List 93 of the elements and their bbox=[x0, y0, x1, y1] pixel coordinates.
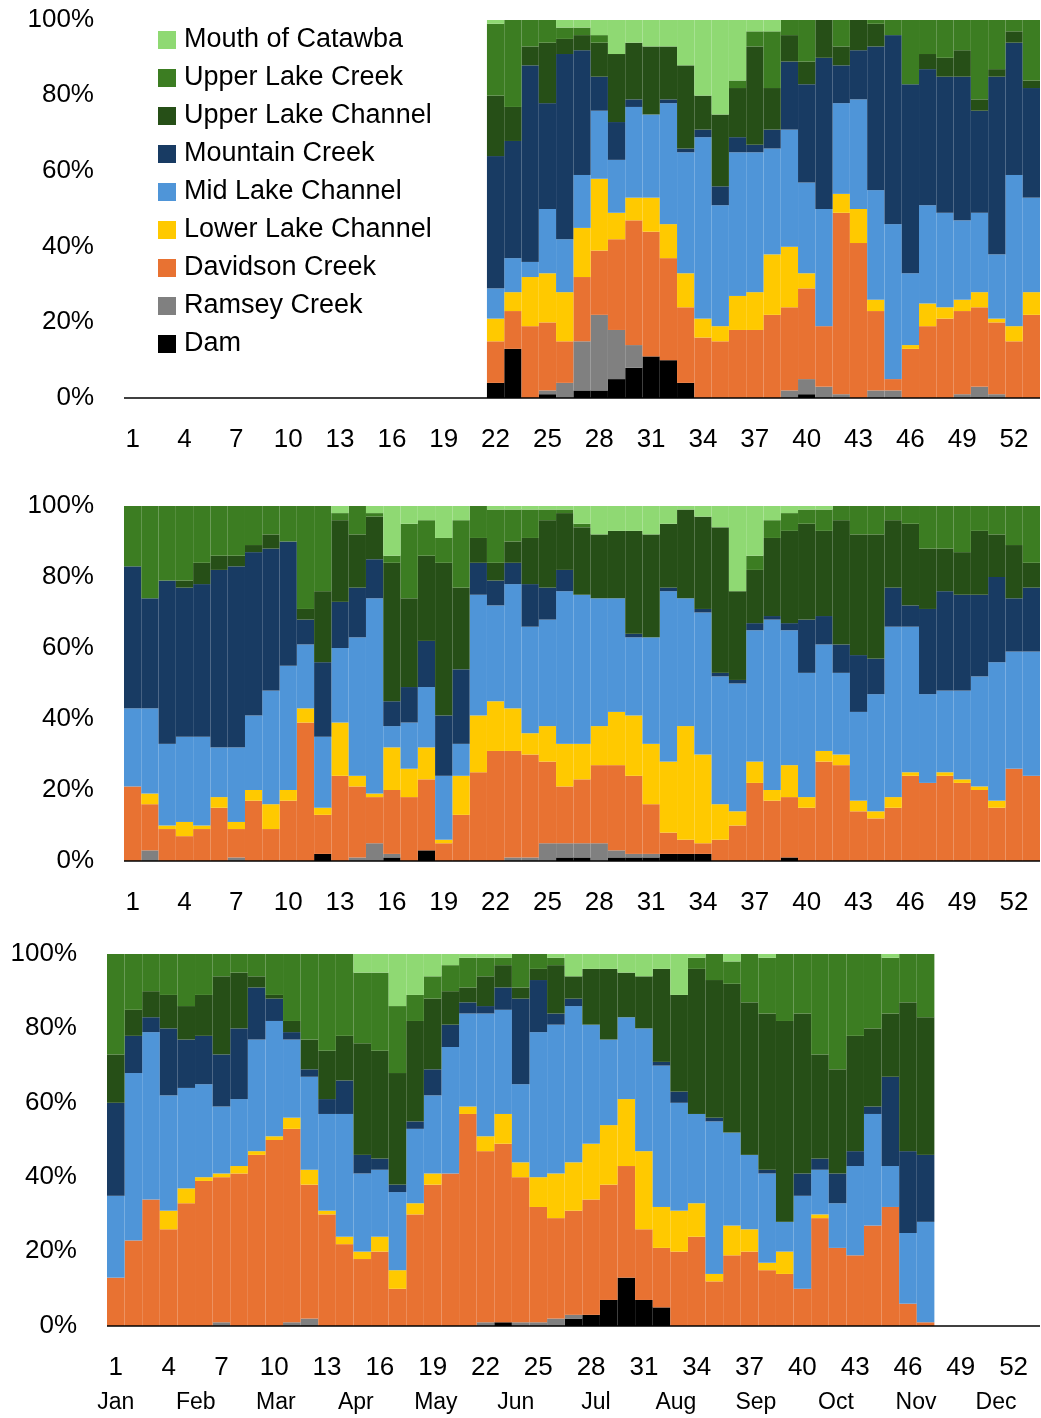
legend-label: Upper Lake Creek bbox=[184, 61, 404, 92]
x-tick-label: 43 bbox=[844, 885, 873, 916]
x-tick-label: 34 bbox=[682, 1350, 712, 1381]
x-tick-label: 37 bbox=[740, 422, 770, 453]
x-tick-label: 25 bbox=[532, 885, 562, 916]
y-tick-label: 0% bbox=[56, 843, 94, 874]
x-tick-label: 10 bbox=[273, 885, 303, 916]
x-tick-label: 43 bbox=[840, 1350, 870, 1381]
x-tick-label: 49 bbox=[947, 422, 977, 453]
text: Jun bbox=[497, 1388, 535, 1415]
x-tick-label: 22 bbox=[481, 885, 511, 916]
x-tick-label: 28 bbox=[584, 422, 614, 453]
x-tick-label: 22 bbox=[481, 422, 511, 453]
x-tick-label: 43 bbox=[844, 422, 873, 453]
y-tick-label: 100% bbox=[27, 2, 94, 33]
x-tick-label: 19 bbox=[418, 1350, 448, 1381]
x-tick-label: 37 bbox=[735, 1350, 764, 1381]
x-tick-label: 16 bbox=[365, 1350, 395, 1381]
x-tick-label: 40 bbox=[792, 422, 822, 453]
y-tick-label: 0% bbox=[56, 380, 94, 411]
text: Oct bbox=[818, 1388, 855, 1415]
y-tick-label: 40% bbox=[41, 701, 94, 732]
x-tick-label: 16 bbox=[377, 422, 407, 453]
y-tick-label: 100% bbox=[10, 936, 77, 967]
x-tick-label: 46 bbox=[895, 885, 925, 916]
legend-label: Lower Lake Channel bbox=[184, 213, 432, 244]
text: Sep bbox=[735, 1388, 777, 1415]
x-tick-label: 40 bbox=[787, 1350, 817, 1381]
x-tick-label: 1 bbox=[125, 422, 140, 453]
x-tick-label: 13 bbox=[325, 885, 355, 916]
x-tick-label: 25 bbox=[523, 1350, 553, 1381]
x-tick-label: 46 bbox=[893, 1350, 923, 1381]
x-tick-label: 31 bbox=[629, 1350, 659, 1381]
x-tick-label: 40 bbox=[792, 885, 822, 916]
x-tick-label: 4 bbox=[161, 1350, 176, 1381]
y-tick-label: 40% bbox=[24, 1160, 77, 1191]
x-tick-label: 7 bbox=[229, 885, 244, 916]
text: Jan bbox=[97, 1388, 135, 1415]
text: Nov bbox=[895, 1388, 937, 1415]
legend-label: Mouth of Catawba bbox=[184, 23, 405, 54]
y-tick-label: 20% bbox=[41, 305, 94, 336]
x-tick-label: 25 bbox=[532, 422, 562, 453]
text: Dec bbox=[975, 1388, 1017, 1415]
legend-label: Mountain Creek bbox=[184, 137, 376, 168]
y-tick-label: 20% bbox=[24, 1234, 77, 1265]
x-tick-label: 1 bbox=[108, 1350, 124, 1381]
x-tick-label: 52 bbox=[999, 885, 1029, 916]
x-tick-label: 7 bbox=[229, 422, 244, 453]
y-tick-label: 20% bbox=[41, 772, 94, 803]
x-tick-label: 28 bbox=[576, 1350, 606, 1381]
y-tick-label: 80% bbox=[24, 1011, 77, 1042]
x-tick-label: 28 bbox=[584, 885, 614, 916]
y-tick-label: 100% bbox=[27, 488, 94, 519]
x-tick-label: 46 bbox=[895, 422, 925, 453]
x-tick-label: 52 bbox=[999, 422, 1029, 453]
x-tick-label: 19 bbox=[429, 422, 459, 453]
text: Jul bbox=[581, 1388, 611, 1415]
x-tick-label: 49 bbox=[946, 1350, 976, 1381]
y-tick-label: 80% bbox=[41, 78, 94, 109]
y-tick-label: 0% bbox=[39, 1308, 77, 1339]
legend-label: Dam bbox=[184, 327, 242, 358]
x-tick-label: 37 bbox=[740, 885, 770, 916]
text: Aug bbox=[655, 1388, 697, 1415]
text: May bbox=[414, 1388, 459, 1415]
x-tick-label: 31 bbox=[636, 885, 666, 916]
x-tick-label: 31 bbox=[636, 422, 666, 453]
x-tick-label: 13 bbox=[312, 1350, 342, 1381]
x-tick-label: 34 bbox=[688, 422, 718, 453]
x-tick-label: 52 bbox=[999, 1350, 1029, 1381]
x-tick-label: 49 bbox=[947, 885, 977, 916]
legend-label: Ramsey Creek bbox=[184, 289, 364, 320]
x-tick-label: 10 bbox=[259, 1350, 289, 1381]
x-tick-label: 16 bbox=[377, 885, 407, 916]
legend-label: Davidson Creek bbox=[184, 251, 377, 282]
x-tick-label: 13 bbox=[325, 422, 355, 453]
y-tick-label: 60% bbox=[24, 1085, 77, 1116]
x-tick-label: 4 bbox=[177, 422, 192, 453]
x-tick-label: 19 bbox=[429, 885, 459, 916]
y-tick-label: 60% bbox=[41, 154, 94, 185]
x-tick-label: 7 bbox=[214, 1350, 229, 1381]
y-tick-label: 40% bbox=[41, 229, 94, 260]
text: Apr bbox=[337, 1388, 375, 1415]
y-tick-label: 60% bbox=[41, 630, 94, 661]
x-tick-label: 34 bbox=[688, 885, 718, 916]
x-tick-label: 4 bbox=[177, 885, 192, 916]
x-tick-label: 22 bbox=[471, 1350, 500, 1381]
legend-label: Upper Lake Channel bbox=[184, 99, 432, 130]
text: Mar bbox=[256, 1388, 296, 1415]
text: Feb bbox=[176, 1388, 216, 1415]
x-tick-label: 10 bbox=[273, 422, 303, 453]
y-tick-label: 80% bbox=[41, 559, 94, 590]
legend-label: Mid Lake Channel bbox=[184, 175, 402, 206]
x-tick-label: 1 bbox=[125, 885, 140, 916]
